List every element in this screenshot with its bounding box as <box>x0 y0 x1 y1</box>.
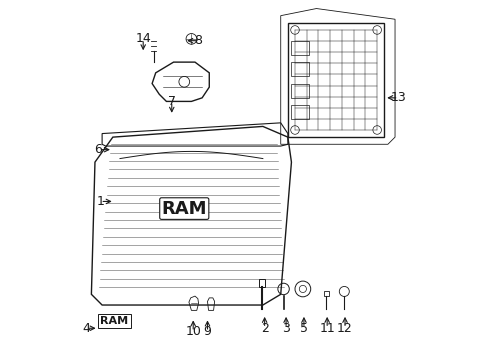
Text: 4: 4 <box>82 322 90 335</box>
Text: 14: 14 <box>135 32 151 45</box>
Text: 3: 3 <box>282 322 290 335</box>
Bar <box>292 41 309 55</box>
Bar <box>292 62 309 76</box>
Text: 7: 7 <box>168 95 176 108</box>
Text: 5: 5 <box>300 322 308 335</box>
Text: 1: 1 <box>97 195 104 208</box>
Text: 2: 2 <box>261 322 269 335</box>
Bar <box>259 279 265 287</box>
Text: 12: 12 <box>337 322 353 335</box>
Text: 6: 6 <box>95 143 102 156</box>
Text: 11: 11 <box>319 322 335 335</box>
Text: 10: 10 <box>185 325 201 338</box>
Bar <box>292 105 309 119</box>
Text: RAM: RAM <box>162 199 207 217</box>
Bar <box>292 84 309 98</box>
Text: RAM: RAM <box>100 316 128 326</box>
Text: 13: 13 <box>391 91 407 104</box>
Text: 8: 8 <box>195 34 202 47</box>
Text: 9: 9 <box>203 325 211 338</box>
Bar <box>288 23 384 137</box>
Bar <box>323 291 329 296</box>
